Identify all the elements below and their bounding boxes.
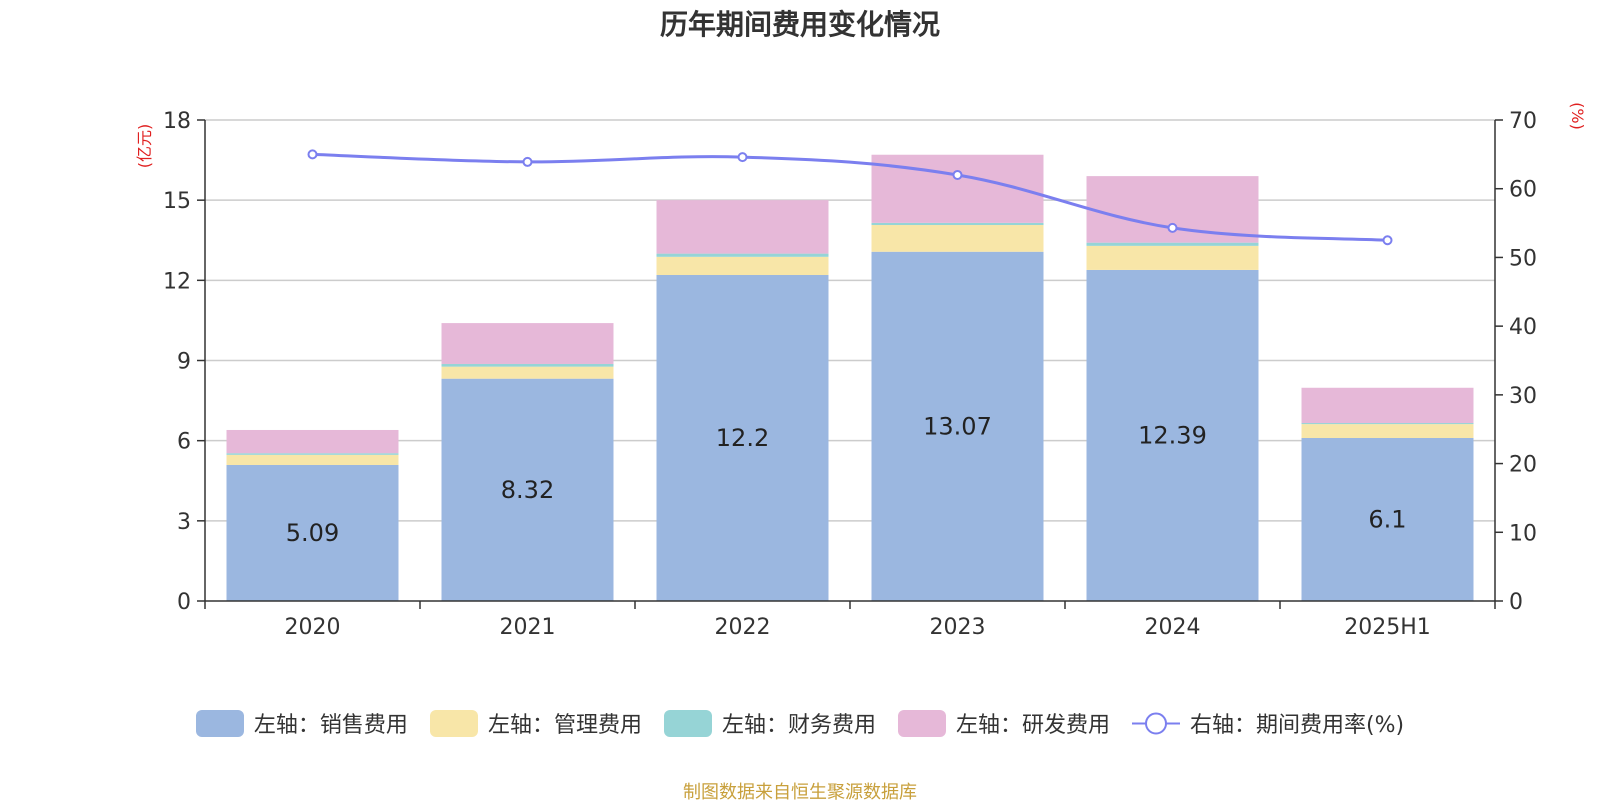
legend-item-sales[interactable]: 左轴：销售费用 bbox=[195, 707, 408, 739]
bar-value-label-2023: 13.07 bbox=[923, 412, 992, 440]
bar-segment-3-2020 bbox=[226, 429, 399, 454]
rate-line-layer bbox=[307, 149, 1393, 246]
legend-swatch-finance bbox=[663, 709, 712, 737]
x-tick-label-2021: 2021 bbox=[500, 615, 556, 640]
rate-point-2025H1 bbox=[1382, 235, 1393, 246]
right-tick-label-3: 30 bbox=[1509, 384, 1537, 409]
grid-lines bbox=[205, 119, 1495, 522]
bar-segment-3-2025H1 bbox=[1301, 387, 1474, 424]
bar-segment-2-2022 bbox=[656, 253, 829, 257]
x-tick-label-2025H1: 2025H1 bbox=[1344, 615, 1431, 640]
x-tick-label-2022: 2022 bbox=[715, 615, 771, 640]
legend-swatch-rd bbox=[897, 709, 946, 737]
bar-value-labels: 5.09 8.32 12.2 13.07 12.39 6.1 bbox=[286, 412, 1407, 547]
legend-label-finance: 左轴：财务费用 bbox=[721, 713, 876, 738]
bar-value-label-2022: 12.2 bbox=[716, 424, 769, 452]
rate-point-2021 bbox=[522, 156, 533, 167]
bar-segment-1-2022 bbox=[656, 256, 829, 275]
bar-segment-3-2022 bbox=[656, 200, 829, 254]
bar-value-label-2021: 8.32 bbox=[501, 476, 554, 504]
left-tick-label-0: 0 bbox=[177, 590, 191, 615]
legend-item-rd[interactable]: 左轴：研发费用 bbox=[897, 707, 1110, 739]
bar-segment-1-2021 bbox=[441, 366, 614, 379]
right-tick-label-6: 60 bbox=[1509, 178, 1537, 203]
bar-segment-0-2024 bbox=[1086, 269, 1259, 601]
left-axis-label: (亿元) bbox=[135, 124, 154, 169]
bar-segment-0-2025H1 bbox=[1301, 437, 1474, 601]
legend-item-rate[interactable]: 右轴：期间费用率(%) bbox=[1131, 707, 1405, 739]
bar-segment-1-2023 bbox=[871, 225, 1044, 252]
right-axis-label: (%) bbox=[1568, 102, 1587, 130]
left-tick-label-2: 6 bbox=[177, 430, 191, 455]
axes: 0 3 6 9 12 15 18 0 10 20 30 40 50 60 70 2020 2021 2022 202… bbox=[163, 109, 1537, 640]
right-tick-label-7: 70 bbox=[1509, 109, 1537, 134]
left-tick-label-6: 18 bbox=[163, 109, 191, 134]
right-tick-label-5: 50 bbox=[1509, 246, 1537, 271]
chart-title: 历年期间费用变化情况 bbox=[660, 8, 940, 41]
bar-segment-0-2021 bbox=[441, 378, 614, 601]
bar-segment-1-2020 bbox=[226, 454, 399, 465]
bar-segment-2-2023 bbox=[871, 222, 1044, 226]
bar-segment-2-2024 bbox=[1086, 242, 1259, 246]
data-source-note: 制图数据来自恒生聚源数据库 bbox=[683, 782, 917, 803]
bar-value-label-2025H1: 6.1 bbox=[1368, 505, 1406, 533]
bar-segment-0-2023 bbox=[871, 251, 1044, 602]
legend-line-marker-icon bbox=[1131, 712, 1180, 734]
legend-item-finance[interactable]: 左轴：财务费用 bbox=[663, 707, 876, 739]
rate-point-2020 bbox=[307, 149, 318, 160]
bar-segment-0-2020 bbox=[226, 464, 399, 601]
left-tick-label-4: 12 bbox=[163, 269, 191, 294]
legend: 左轴：销售费用 左轴：管理费用 左轴：财务费用 左轴：研发费用 右轴：期间费用率… bbox=[0, 706, 1600, 740]
bar-segment-1-2025H1 bbox=[1301, 424, 1474, 438]
bar-segment-2-2020 bbox=[226, 453, 399, 455]
rate-line bbox=[312, 152, 1388, 242]
legend-item-admin[interactable]: 左轴：管理费用 bbox=[429, 707, 642, 739]
bar-value-label-2020: 5.09 bbox=[286, 519, 339, 547]
bar-segment-2-2025H1 bbox=[1301, 423, 1474, 425]
legend-label-rd: 左轴：研发费用 bbox=[955, 713, 1110, 738]
right-tick-label-4: 40 bbox=[1509, 315, 1537, 340]
rate-point-2023 bbox=[952, 169, 963, 180]
bar-stacks bbox=[226, 154, 1474, 602]
x-tick-label-2024: 2024 bbox=[1145, 615, 1201, 640]
x-tick-label-2020: 2020 bbox=[285, 615, 341, 640]
bar-segment-1-2024 bbox=[1086, 245, 1259, 270]
bar-segment-3-2021 bbox=[441, 323, 614, 364]
x-tick-label-2023: 2023 bbox=[930, 615, 986, 640]
legend-label-rate: 右轴：期间费用率(%) bbox=[1189, 713, 1405, 738]
left-tick-label-1: 3 bbox=[177, 510, 191, 535]
legend-label-sales: 左轴：销售费用 bbox=[253, 713, 408, 738]
rate-point-2024 bbox=[1167, 222, 1178, 233]
bar-segment-2-2021 bbox=[441, 363, 614, 367]
legend-label-admin: 左轴：管理费用 bbox=[487, 713, 642, 738]
rate-point-2022 bbox=[737, 152, 748, 163]
bar-value-label-2024: 12.39 bbox=[1138, 421, 1207, 449]
bar-segment-0-2022 bbox=[656, 274, 829, 601]
right-tick-label-2: 20 bbox=[1509, 453, 1537, 478]
right-tick-label-0: 0 bbox=[1509, 590, 1523, 615]
legend-swatch-admin bbox=[429, 709, 478, 737]
legend-swatch-sales bbox=[195, 709, 244, 737]
left-tick-label-5: 15 bbox=[163, 189, 191, 214]
right-tick-label-1: 10 bbox=[1509, 521, 1537, 546]
left-tick-label-3: 9 bbox=[177, 350, 191, 375]
